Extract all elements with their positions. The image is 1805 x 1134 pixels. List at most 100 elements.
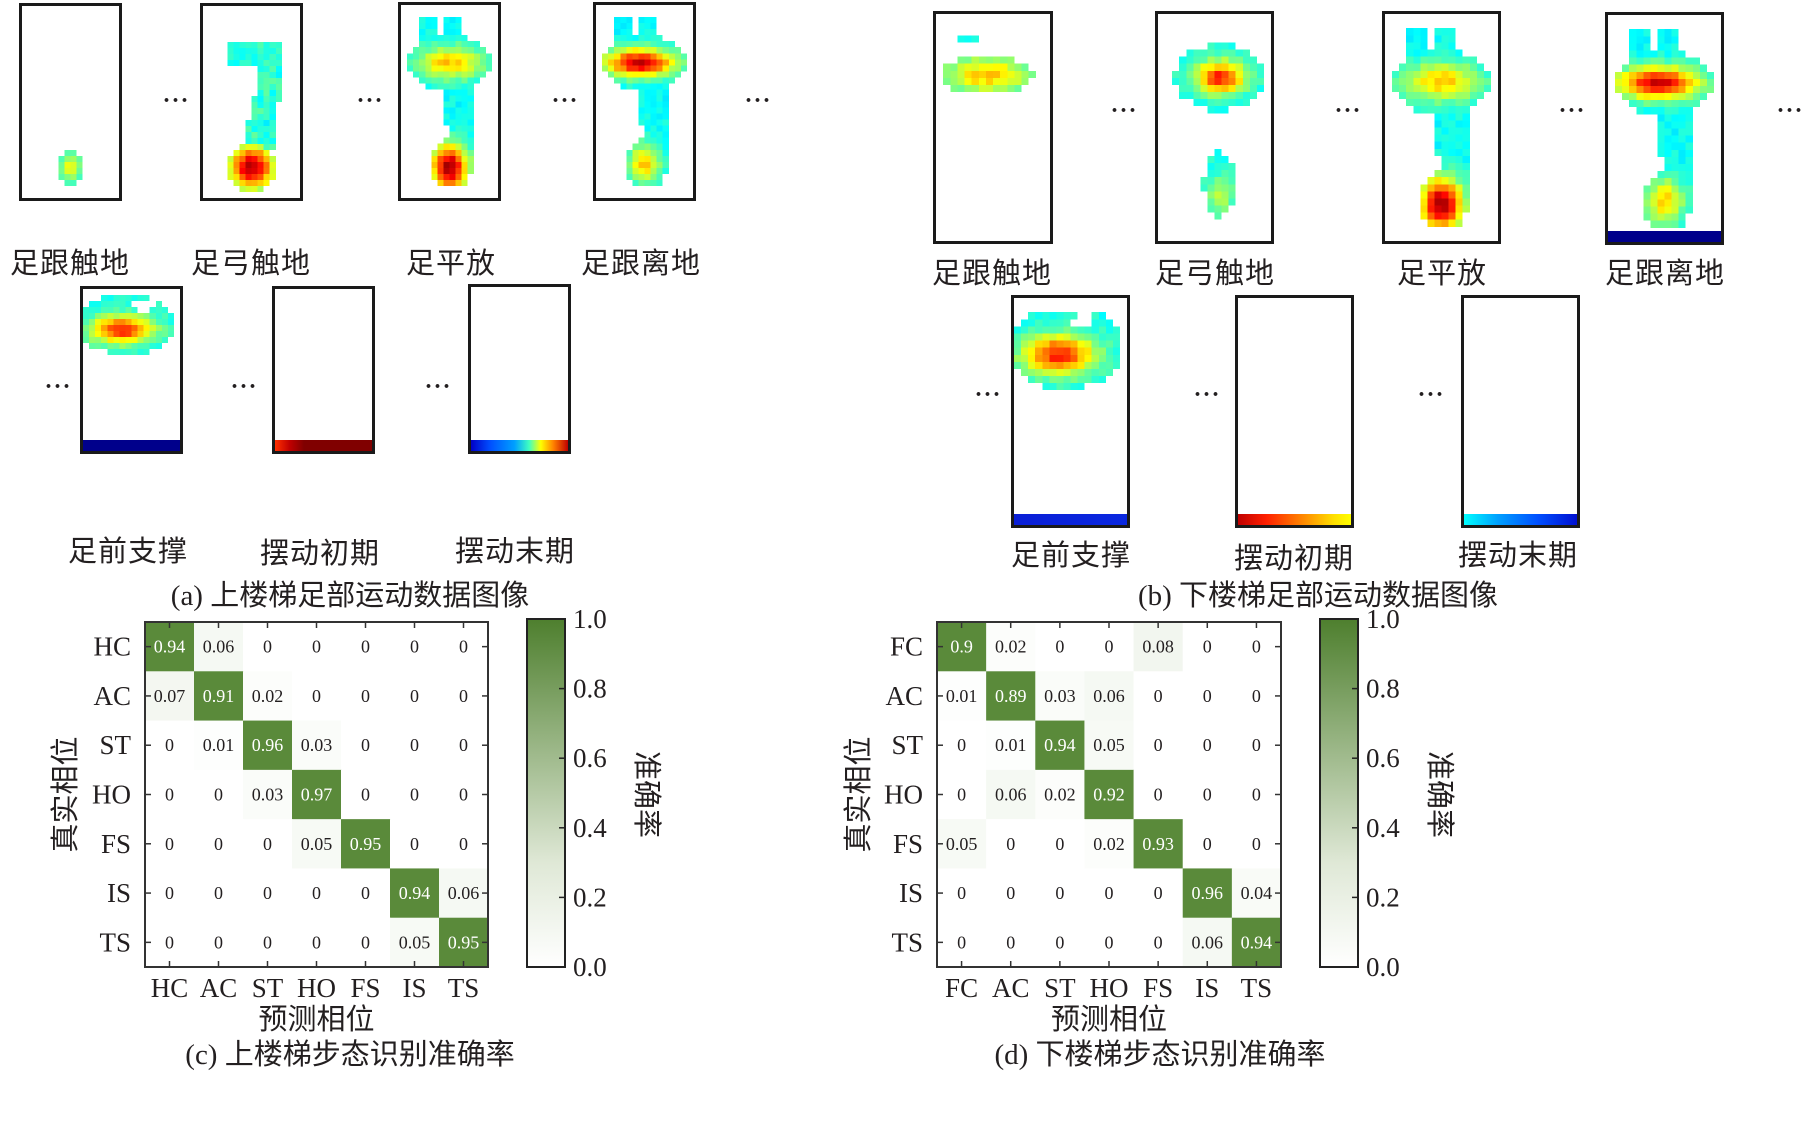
pressure-map [401,5,498,198]
colorbar [527,619,565,967]
phase-label: 摆动初期 [1234,535,1354,577]
pressure-map [1158,14,1271,241]
y-tick-label: TS [99,927,131,957]
ellipsis: ··· [1558,98,1585,125]
colorbar-tick-label: 0.4 [1366,813,1400,843]
swing-indicator-bar [1464,514,1577,525]
x-tick-label: HO [1090,973,1129,1003]
swing-indicator-bar [1608,231,1721,242]
phase-label: 足弓触地 [191,240,311,282]
pressure-map [936,14,1050,241]
colorbar-tick-label: 0.8 [573,674,607,704]
y-tick-label: AC [885,681,923,711]
foot-frame [1155,11,1274,244]
ellipsis: ··· [974,382,1001,409]
cell-value: 0 [1055,637,1064,657]
cell-value: 0.03 [252,785,284,805]
cell-value: 0 [361,883,370,903]
phase-label: 足前支撑 [68,528,188,570]
cell-value: 0.08 [1142,637,1174,657]
x-tick-label: ST [252,973,284,1003]
cell-value: 0 [1006,883,1015,903]
cell-value: 0.02 [252,686,284,706]
y-tick-label: HO [92,780,131,810]
cell-value: 0 [263,883,272,903]
cell-value: 0 [1105,883,1114,903]
cell-value: 0.96 [1192,883,1224,903]
x-tick-label: FS [350,973,380,1003]
cell-value: 0 [214,785,223,805]
cell-value: 0 [1252,735,1261,755]
cell-value: 0 [1055,883,1064,903]
confusion-matrix-descend: 0.9 0.02 0 0 0.08 0 00.01 0.89 0.03 0.06 0 0 00 0.01 0… [900,610,1805,1134]
ellipsis: ··· [1334,98,1361,125]
cell-value: 0.06 [448,883,480,903]
x-tick-label: HC [151,973,189,1003]
cell-value: 0 [1006,932,1015,952]
cell-value: 0 [1154,883,1163,903]
colorbar-tick-label: 0.0 [1366,952,1400,982]
phase-label: 足平放 [1397,250,1487,292]
cell-value: 0.07 [154,686,186,706]
cell-value: 0.06 [1093,686,1125,706]
cell-value: 0 [459,834,468,854]
cell-value: 0.92 [1093,785,1125,805]
pressure-map [1608,15,1721,242]
cell-value: 0 [1252,785,1261,805]
colorbar-tick-label: 0.2 [1366,882,1400,912]
cell-value: 0.94 [1241,932,1273,952]
cell-value: 0 [1105,932,1114,952]
cell-value: 0 [361,735,370,755]
cell-value: 0 [1203,686,1212,706]
y-tick-label: ST [99,730,131,760]
phase-label: 足跟触地 [10,240,130,282]
cell-value: 0 [165,883,174,903]
cell-value: 0 [957,883,966,903]
cell-value: 0 [1154,735,1163,755]
cell-value: 0.04 [1241,883,1273,903]
y-tick-label: AC [93,681,131,711]
pressure-map [1464,298,1577,525]
foot-frame [1235,295,1354,528]
x-tick-label: HO [297,973,336,1003]
cell-value: 0 [1154,932,1163,952]
cell-value: 0 [1055,834,1064,854]
cell-value: 0 [1252,637,1261,657]
cell-value: 0 [1203,637,1212,657]
cell-value: 0.05 [1093,735,1125,755]
phase-label: 足跟离地 [581,240,701,282]
cell-value: 0 [459,735,468,755]
foot-frame [80,286,183,454]
cell-value: 0 [312,686,321,706]
cell-value: 0.03 [301,735,333,755]
cell-value: 0.05 [946,834,978,854]
cell-value: 0 [263,637,272,657]
ellipsis: ··· [1110,98,1137,125]
cell-value: 0 [263,834,272,854]
phase-label: 足跟触地 [932,250,1052,292]
chart-caption: (c) 上楼梯步态识别准确率 [185,1038,514,1071]
cell-value: 0 [165,834,174,854]
cell-value: 0.01 [203,735,235,755]
phase-label: 足跟离地 [1605,250,1725,292]
cell-value: 0 [410,686,419,706]
pressure-map [471,287,568,451]
pressure-map [203,6,300,198]
y-tick-label: IS [107,878,131,908]
cell-value: 0 [410,637,419,657]
foot-frame [1605,12,1724,245]
foot-frame [1382,11,1501,244]
cell-value: 0 [361,785,370,805]
x-tick-label: IS [402,973,426,1003]
cell-value: 0.02 [995,637,1026,657]
cell-value: 0 [410,785,419,805]
cell-value: 0.05 [301,834,333,854]
ellipsis: ··· [44,374,71,401]
swing-indicator-bar [471,440,568,451]
phase-label: 摆动初期 [260,530,380,572]
ellipsis: ··· [356,88,383,115]
foot-frame [398,2,501,201]
chart-caption: (d) 下楼梯步态识别准确率 [994,1038,1325,1071]
cell-value: 0 [263,932,272,952]
colorbar-tick-label: 0.6 [573,743,607,773]
